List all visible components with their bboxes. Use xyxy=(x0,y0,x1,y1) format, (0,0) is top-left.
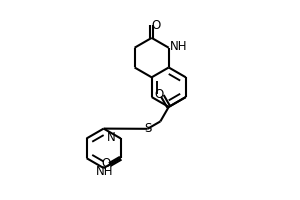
Text: NH: NH xyxy=(96,165,113,178)
Text: O: O xyxy=(154,88,164,101)
Text: O: O xyxy=(101,157,110,170)
Text: NH: NH xyxy=(170,40,187,53)
Text: N: N xyxy=(107,131,116,144)
Text: S: S xyxy=(144,122,151,135)
Text: O: O xyxy=(152,19,160,32)
